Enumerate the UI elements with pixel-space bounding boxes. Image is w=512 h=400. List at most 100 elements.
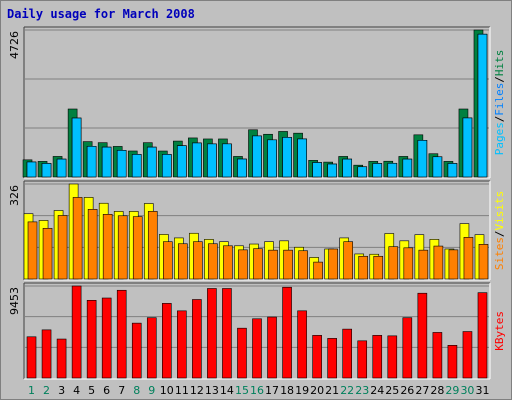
x-tick-label-day-12: 12 <box>190 384 204 397</box>
bar-kbytes-day-14 <box>222 288 232 379</box>
bar-sites-day-8 <box>132 216 143 280</box>
bar-sites-day-6 <box>102 214 113 280</box>
x-tick-label-day-7: 7 <box>118 384 125 397</box>
bar-pages-day-16 <box>252 135 262 178</box>
bar-pages-day-9 <box>146 146 157 178</box>
x-tick-label-day-25: 25 <box>385 384 399 397</box>
bar-sites-day-14 <box>223 245 233 280</box>
bar-kbytes-day-17 <box>267 316 277 379</box>
panel-1-ymax-label: 4726 <box>8 31 21 59</box>
bar-pages-day-4 <box>71 117 82 178</box>
legend-panel-1-item-2: Files <box>493 83 506 116</box>
bar-kbytes-day-3 <box>56 338 67 379</box>
legend-panel-1-item-4: Hits <box>493 50 506 77</box>
x-tick-label-day-22: 22 <box>340 384 354 397</box>
bar-kbytes-day-8 <box>131 322 142 379</box>
bar-kbytes-day-25 <box>387 335 398 379</box>
bar-sites-day-9 <box>147 211 158 280</box>
bar-kbytes-day-1 <box>26 336 37 379</box>
bar-sites-day-30 <box>463 237 474 280</box>
bar-pages-day-24 <box>372 163 383 178</box>
bar-pages-day-29 <box>447 163 458 178</box>
bar-kbytes-day-28 <box>432 332 443 379</box>
bar-sites-day-3 <box>57 215 68 280</box>
x-tick-label-day-19: 19 <box>295 384 309 397</box>
bar-pages-day-31 <box>477 33 488 178</box>
bar-pages-day-6 <box>101 146 112 178</box>
bar-kbytes-day-5 <box>86 300 97 379</box>
bar-sites-day-12 <box>193 241 203 280</box>
bar-sites-day-15 <box>238 249 248 280</box>
bar-kbytes-day-29 <box>447 345 458 379</box>
x-tick-label-day-14: 14 <box>220 384 234 397</box>
x-tick-label-day-1: 1 <box>28 384 35 397</box>
bar-sites-day-26 <box>403 247 414 280</box>
legend-panel-1-item-0: Pages <box>493 122 506 155</box>
bar-kbytes-day-2 <box>41 329 52 379</box>
x-tick-label-day-10: 10 <box>160 384 174 397</box>
bar-pages-day-27 <box>417 140 428 178</box>
bar-pages-day-22 <box>342 158 352 178</box>
bar-sites-day-20 <box>313 261 323 280</box>
bar-kbytes-day-27 <box>417 292 428 379</box>
bar-pages-day-7 <box>116 150 127 178</box>
bar-sites-day-4 <box>72 197 83 280</box>
bar-pages-day-18 <box>282 137 292 178</box>
x-tick-label-day-3: 3 <box>58 384 65 397</box>
bar-kbytes-day-9 <box>146 317 157 379</box>
bar-sites-day-11 <box>178 243 188 280</box>
bar-kbytes-day-31 <box>477 292 488 379</box>
x-tick-label-day-23: 23 <box>355 384 369 397</box>
bar-pages-day-25 <box>387 162 398 178</box>
x-tick-label-day-30: 30 <box>460 384 474 397</box>
bar-sites-day-1 <box>27 221 38 280</box>
legend-panel-2-item-0: Sites <box>493 237 506 270</box>
x-tick-label-day-6: 6 <box>103 384 110 397</box>
bar-kbytes-day-16 <box>252 318 262 379</box>
bar-kbytes-day-10 <box>162 303 172 379</box>
x-tick-label-day-8: 8 <box>133 384 140 397</box>
bar-kbytes-day-21 <box>327 338 337 379</box>
bar-pages-day-20 <box>312 162 322 178</box>
legend-panel-1-item-3: / <box>493 76 506 83</box>
x-tick-label-day-20: 20 <box>310 384 324 397</box>
x-tick-label-day-18: 18 <box>280 384 294 397</box>
bar-pages-day-2 <box>41 163 52 178</box>
x-tick-label-day-31: 31 <box>475 384 489 397</box>
bar-pages-day-10 <box>162 154 172 178</box>
x-tick-label-day-9: 9 <box>148 384 155 397</box>
bar-kbytes-day-19 <box>297 310 307 379</box>
bar-sites-day-31 <box>478 244 489 280</box>
panel-3-ymax-label: 9453 <box>8 287 21 315</box>
x-tick-label-day-15: 15 <box>235 384 249 397</box>
bar-kbytes-day-18 <box>282 286 292 379</box>
bar-sites-day-17 <box>268 249 278 280</box>
x-tick-label-day-24: 24 <box>370 384 384 397</box>
bar-pages-day-8 <box>131 154 142 178</box>
bar-sites-day-2 <box>42 227 53 280</box>
legend-panel-2-item-2: Visits <box>493 191 506 231</box>
bar-pages-day-26 <box>402 158 413 178</box>
bar-kbytes-day-24 <box>372 335 383 379</box>
x-tick-label-day-26: 26 <box>400 384 414 397</box>
panel-2-ymax-label: 326 <box>8 185 21 206</box>
bar-sites-day-24 <box>373 255 384 280</box>
bar-sites-day-25 <box>388 246 399 280</box>
bar-kbytes-day-20 <box>312 335 322 379</box>
x-tick-label-day-29: 29 <box>445 384 459 397</box>
x-tick-label-day-13: 13 <box>205 384 219 397</box>
chart-title: Daily usage for March 2008 <box>7 7 195 21</box>
bar-pages-day-14 <box>222 143 232 178</box>
legend-panel-2-item-1: / <box>493 230 506 237</box>
bar-pages-day-13 <box>207 143 217 178</box>
bar-sites-day-5 <box>87 209 98 280</box>
bar-pages-day-12 <box>192 142 202 178</box>
bar-sites-day-18 <box>283 249 293 280</box>
bar-sites-day-27 <box>418 249 429 280</box>
bar-kbytes-day-30 <box>462 331 473 379</box>
x-tick-label-day-28: 28 <box>430 384 444 397</box>
bar-pages-day-23 <box>357 166 368 178</box>
bar-sites-day-28 <box>433 245 444 280</box>
